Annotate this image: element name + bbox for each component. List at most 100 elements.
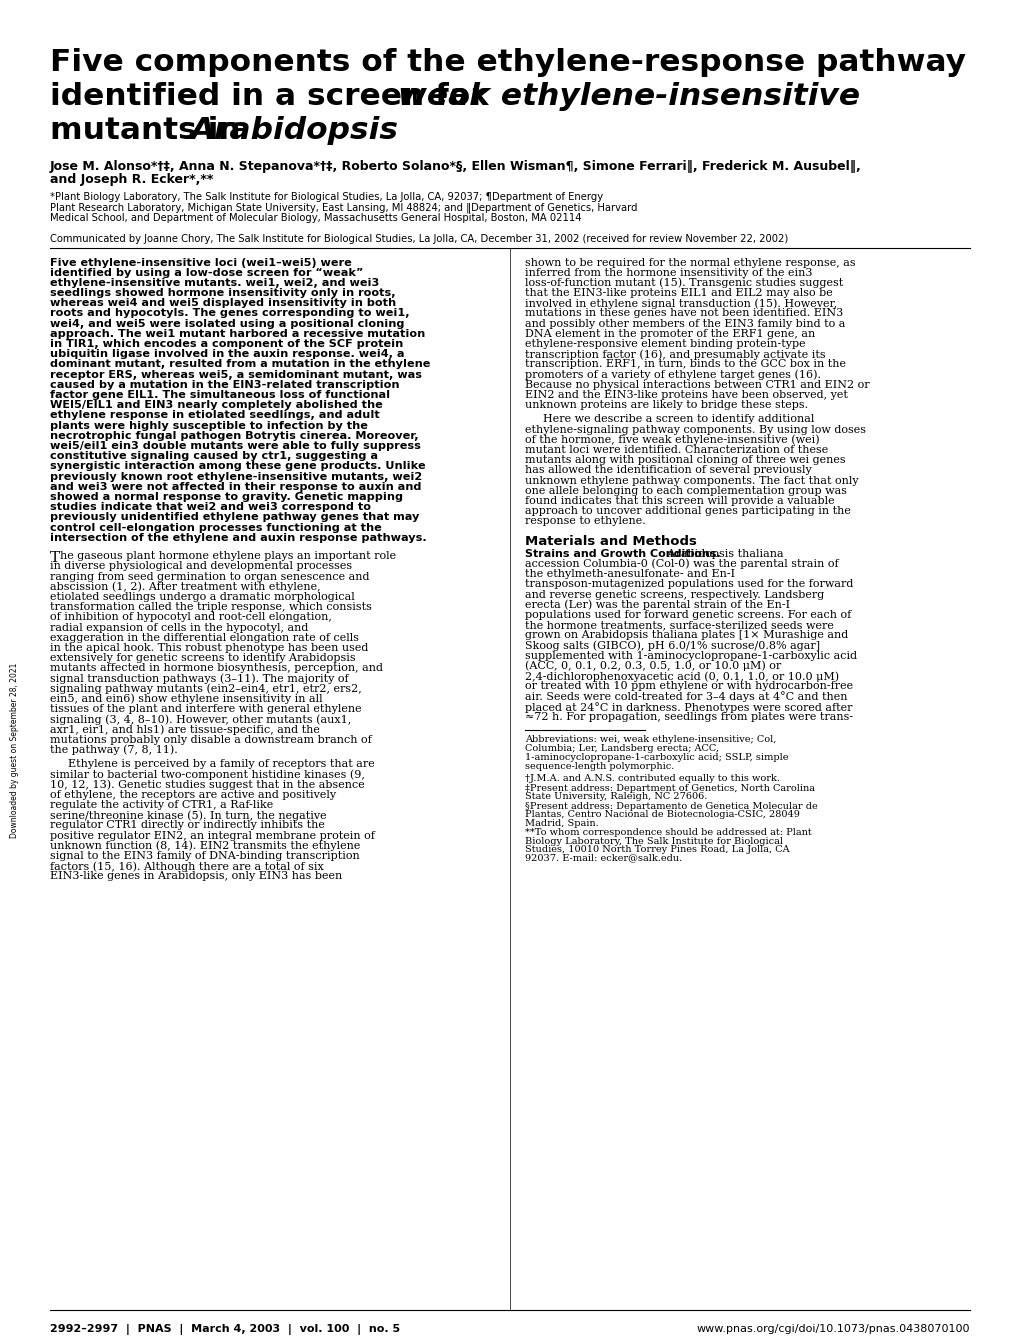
Text: ethylene-responsive element binding protein-type: ethylene-responsive element binding prot…	[525, 339, 805, 349]
Text: promoters of a variety of ethylene target genes (16).: promoters of a variety of ethylene targe…	[525, 370, 820, 380]
Text: mutant loci were identified. Characterization of these: mutant loci were identified. Characteriz…	[525, 445, 827, 456]
Text: signal transduction pathways (3–11). The majority of: signal transduction pathways (3–11). The…	[50, 673, 348, 684]
Text: Arabidopsis: Arabidopsis	[190, 116, 397, 145]
Text: in the apical hook. This robust phenotype has been used: in the apical hook. This robust phenotyp…	[50, 642, 368, 653]
Text: transcription factor (16), and presumably activate its: transcription factor (16), and presumabl…	[525, 349, 824, 360]
Text: studies indicate that wei2 and wei3 correspond to: studies indicate that wei2 and wei3 corr…	[50, 503, 371, 512]
Text: Downloaded by guest on September 28, 2021: Downloaded by guest on September 28, 202…	[10, 663, 19, 837]
Text: similar to bacterial two-component histidine kinases (9,: similar to bacterial two-component histi…	[50, 769, 365, 780]
Text: supplemented with 1-aminocyclopropane-1-carboxylic acid: supplemented with 1-aminocyclopropane-1-…	[525, 650, 856, 661]
Text: T: T	[50, 551, 60, 564]
Text: tissues of the plant and interfere with general ethylene: tissues of the plant and interfere with …	[50, 704, 362, 714]
Text: previously unidentified ethylene pathway genes that may: previously unidentified ethylene pathway…	[50, 512, 419, 523]
Text: the hormone treatments, surface-sterilized seeds were: the hormone treatments, surface-steriliz…	[525, 620, 834, 630]
Text: unknown function (8, 14). EIN2 transmits the ethylene: unknown function (8, 14). EIN2 transmits…	[50, 841, 360, 851]
Text: 2,4-dichlorophenoxyacetic acid (0, 0.1, 1.0, or 10.0 μM): 2,4-dichlorophenoxyacetic acid (0, 0.1, …	[525, 671, 839, 681]
Text: transposon-mutagenized populations used for the forward: transposon-mutagenized populations used …	[525, 579, 853, 589]
Text: ethylene-signaling pathway components. By using low doses: ethylene-signaling pathway components. B…	[525, 425, 865, 434]
Text: *Plant Biology Laboratory, The Salk Institute for Biological Studies, La Jolla, : *Plant Biology Laboratory, The Salk Inst…	[50, 192, 602, 202]
Text: control cell-elongation processes functioning at the: control cell-elongation processes functi…	[50, 523, 381, 532]
Text: Madrid, Spain.: Madrid, Spain.	[525, 818, 598, 828]
Text: inferred from the hormone insensitivity of the ein3: inferred from the hormone insensitivity …	[525, 267, 812, 278]
Text: and wei3 were not affected in their response to auxin and: and wei3 were not affected in their resp…	[50, 482, 421, 492]
Text: approach. The wei1 mutant harbored a recessive mutation: approach. The wei1 mutant harbored a rec…	[50, 329, 425, 339]
Text: 2992–2997  |  PNAS  |  March 4, 2003  |  vol. 100  |  no. 5: 2992–2997 | PNAS | March 4, 2003 | vol. …	[50, 1324, 399, 1335]
Text: factor gene EIL1. The simultaneous loss of functional: factor gene EIL1. The simultaneous loss …	[50, 390, 389, 401]
Text: involved in ethylene signal transduction (15). However,: involved in ethylene signal transduction…	[525, 298, 837, 309]
Text: and Joseph R. Ecker*,**: and Joseph R. Ecker*,**	[50, 173, 213, 185]
Text: approach to uncover additional genes participating in the: approach to uncover additional genes par…	[525, 507, 850, 516]
Text: identified by using a low-dose screen for “weak”: identified by using a low-dose screen fo…	[50, 267, 363, 278]
Text: Plantas, Centro Nacional de Biotecnologia-CSIC, 28049: Plantas, Centro Nacional de Biotecnologi…	[525, 810, 799, 818]
Text: transformation called the triple response, which consists: transformation called the triple respons…	[50, 602, 372, 612]
Text: positive regulator EIN2, an integral membrane protein of: positive regulator EIN2, an integral mem…	[50, 831, 375, 840]
Text: exaggeration in the differential elongation rate of cells: exaggeration in the differential elongat…	[50, 633, 359, 642]
Text: Medical School, and Department of Molecular Biology, Massachusetts General Hospi: Medical School, and Department of Molecu…	[50, 212, 581, 223]
Text: placed at 24°C in darkness. Phenotypes were scored after: placed at 24°C in darkness. Phenotypes w…	[525, 702, 852, 712]
Text: Five ethylene-insensitive loci (wei1–wei5) were: Five ethylene-insensitive loci (wei1–wei…	[50, 258, 352, 267]
Text: whereas wei4 and wei5 displayed insensitivity in both: whereas wei4 and wei5 displayed insensit…	[50, 298, 395, 308]
Text: has allowed the identification of several previously: has allowed the identification of severa…	[525, 465, 811, 476]
Text: roots and hypocotyls. The genes corresponding to wei1,: roots and hypocotyls. The genes correspo…	[50, 309, 410, 319]
Text: wei5/eil1 ein3 double mutants were able to fully suppress: wei5/eil1 ein3 double mutants were able …	[50, 441, 421, 452]
Text: unknown ethylene pathway components. The fact that only: unknown ethylene pathway components. The…	[525, 476, 858, 485]
Text: wei4, and wei5 were isolated using a positional cloning: wei4, and wei5 were isolated using a pos…	[50, 319, 405, 329]
Text: Abbreviations: wei, weak ethylene-insensitive; Col,: Abbreviations: wei, weak ethylene-insens…	[525, 735, 775, 745]
Text: mutations probably only disable a downstream branch of: mutations probably only disable a downst…	[50, 735, 371, 745]
Text: Communicated by Joanne Chory, The Salk Institute for Biological Studies, La Joll: Communicated by Joanne Chory, The Salk I…	[50, 234, 788, 243]
Text: signaling (3, 4, 8–10). However, other mutants (aux1,: signaling (3, 4, 8–10). However, other m…	[50, 714, 351, 724]
Text: of ethylene, the receptors are active and positively: of ethylene, the receptors are active an…	[50, 790, 336, 800]
Text: weak ethylene-insensitive: weak ethylene-insensitive	[397, 82, 859, 112]
Text: and possibly other members of the EIN3 family bind to a: and possibly other members of the EIN3 f…	[525, 319, 845, 329]
Text: unknown proteins are likely to bridge these steps.: unknown proteins are likely to bridge th…	[525, 401, 807, 410]
Text: ≈72 h. For propagation, seedlings from plates were trans-: ≈72 h. For propagation, seedlings from p…	[525, 712, 852, 722]
Text: abscission (1, 2). After treatment with ethylene,: abscission (1, 2). After treatment with …	[50, 582, 320, 593]
Text: accession Columbia-0 (Col-0) was the parental strain of: accession Columbia-0 (Col-0) was the par…	[525, 559, 838, 570]
Text: ‡Present address: Department of Genetics, North Carolina: ‡Present address: Department of Genetics…	[525, 784, 814, 793]
Text: populations used for forward genetic screens. For each of: populations used for forward genetic scr…	[525, 610, 851, 620]
Text: he gaseous plant hormone ethylene plays an important role: he gaseous plant hormone ethylene plays …	[60, 551, 395, 560]
Text: grown on Arabidopsis thaliana plates [1× Murashige and: grown on Arabidopsis thaliana plates [1×…	[525, 630, 848, 640]
Text: loss-of-function mutant (15). Transgenic studies suggest: loss-of-function mutant (15). Transgenic…	[525, 278, 843, 289]
Text: ethylene response in etiolated seedlings, and adult: ethylene response in etiolated seedlings…	[50, 410, 379, 421]
Text: Plant Research Laboratory, Michigan State University, East Lansing, MI 48824; an: Plant Research Laboratory, Michigan Stat…	[50, 203, 637, 212]
Text: www.pnas.org/cgi/doi/10.1073/pnas.0438070100: www.pnas.org/cgi/doi/10.1073/pnas.043807…	[696, 1324, 969, 1335]
Text: dominant mutant, resulted from a mutation in the ethylene: dominant mutant, resulted from a mutatio…	[50, 359, 430, 370]
Text: of inhibition of hypocotyl and root-cell elongation,: of inhibition of hypocotyl and root-cell…	[50, 613, 331, 622]
Text: DNA element in the promoter of the ERF1 gene, an: DNA element in the promoter of the ERF1 …	[525, 329, 814, 339]
Text: 1-aminocyclopropane-1-carboxylic acid; SSLP, simple: 1-aminocyclopropane-1-carboxylic acid; S…	[525, 753, 788, 762]
Text: Five components of the ethylene-response pathway: Five components of the ethylene-response…	[50, 48, 965, 77]
Text: constitutive signaling caused by ctr1, suggesting a: constitutive signaling caused by ctr1, s…	[50, 452, 378, 461]
Text: ein5, and ein6) show ethylene insensitivity in all: ein5, and ein6) show ethylene insensitiv…	[50, 694, 322, 704]
Text: mutants affected in hormone biosynthesis, perception, and: mutants affected in hormone biosynthesis…	[50, 664, 382, 673]
Text: Jose M. Alonso*†‡, Anna N. Stepanova*†‡, Roberto Solano*§, Ellen Wisman¶, Simone: Jose M. Alonso*†‡, Anna N. Stepanova*†‡,…	[50, 160, 861, 173]
Text: Ethylene is perceived by a family of receptors that are: Ethylene is perceived by a family of rec…	[68, 759, 374, 769]
Text: or treated with 10 ppm ethylene or with hydrocarbon-free: or treated with 10 ppm ethylene or with …	[525, 681, 852, 691]
Text: Biology Laboratory, The Salk Institute for Biological: Biology Laboratory, The Salk Institute f…	[525, 836, 783, 845]
Text: extensively for genetic screens to identify Arabidopsis: extensively for genetic screens to ident…	[50, 653, 356, 663]
Text: mutants along with positional cloning of three wei genes: mutants along with positional cloning of…	[525, 456, 845, 465]
Text: intersection of the ethylene and auxin response pathways.: intersection of the ethylene and auxin r…	[50, 534, 426, 543]
Text: ethylene-insensitive mutants. wei1, wei2, and wei3: ethylene-insensitive mutants. wei1, wei2…	[50, 278, 379, 288]
Text: that the EIN3-like proteins EIL1 and EIL2 may also be: that the EIN3-like proteins EIL1 and EIL…	[525, 288, 832, 298]
Text: mutations in these genes have not been identified. EIN3: mutations in these genes have not been i…	[525, 309, 843, 319]
Text: EIN2 and the EIN3-like proteins have been observed, yet: EIN2 and the EIN3-like proteins have bee…	[525, 390, 847, 401]
Text: the ethylmeth-anesulfonate- and En-I: the ethylmeth-anesulfonate- and En-I	[525, 569, 735, 579]
Text: air. Seeds were cold-treated for 3–4 days at 4°C and then: air. Seeds were cold-treated for 3–4 day…	[525, 692, 847, 703]
Text: the pathway (7, 8, 11).: the pathway (7, 8, 11).	[50, 745, 177, 755]
Text: Studies, 10010 North Torrey Pines Road, La Jolla, CA: Studies, 10010 North Torrey Pines Road, …	[525, 845, 789, 853]
Text: †J.M.A. and A.N.S. contributed equally to this work.: †J.M.A. and A.N.S. contributed equally t…	[525, 774, 780, 784]
Text: necrotrophic fungal pathogen Botrytis cinerea. Moreover,: necrotrophic fungal pathogen Botrytis ci…	[50, 431, 418, 441]
Text: erecta (Ler) was the parental strain of the En-I: erecta (Ler) was the parental strain of …	[525, 599, 790, 610]
Text: ubiquitin ligase involved in the auxin response. wei4, a: ubiquitin ligase involved in the auxin r…	[50, 349, 405, 359]
Text: §Present address: Departamento de Genetica Molecular de: §Present address: Departamento de Geneti…	[525, 801, 817, 810]
Text: shown to be required for the normal ethylene response, as: shown to be required for the normal ethy…	[525, 258, 855, 267]
Text: Materials and Methods: Materials and Methods	[525, 535, 696, 548]
Text: (ACC, 0, 0.1, 0.2, 0.3, 0.5, 1.0, or 10.0 μM) or: (ACC, 0, 0.1, 0.2, 0.3, 0.5, 1.0, or 10.…	[525, 661, 781, 672]
Text: of the hormone, five weak ethylene-insensitive (wei): of the hormone, five weak ethylene-insen…	[525, 435, 819, 445]
Text: signal to the EIN3 family of DNA-binding transcription: signal to the EIN3 family of DNA-binding…	[50, 851, 360, 862]
Text: factors (15, 16). Although there are a total of six: factors (15, 16). Although there are a t…	[50, 862, 323, 872]
Text: State University, Raleigh, NC 27606.: State University, Raleigh, NC 27606.	[525, 792, 707, 801]
Text: ranging from seed germination to organ senescence and: ranging from seed germination to organ s…	[50, 571, 369, 582]
Text: synergistic interaction among these gene products. Unlike: synergistic interaction among these gene…	[50, 461, 425, 472]
